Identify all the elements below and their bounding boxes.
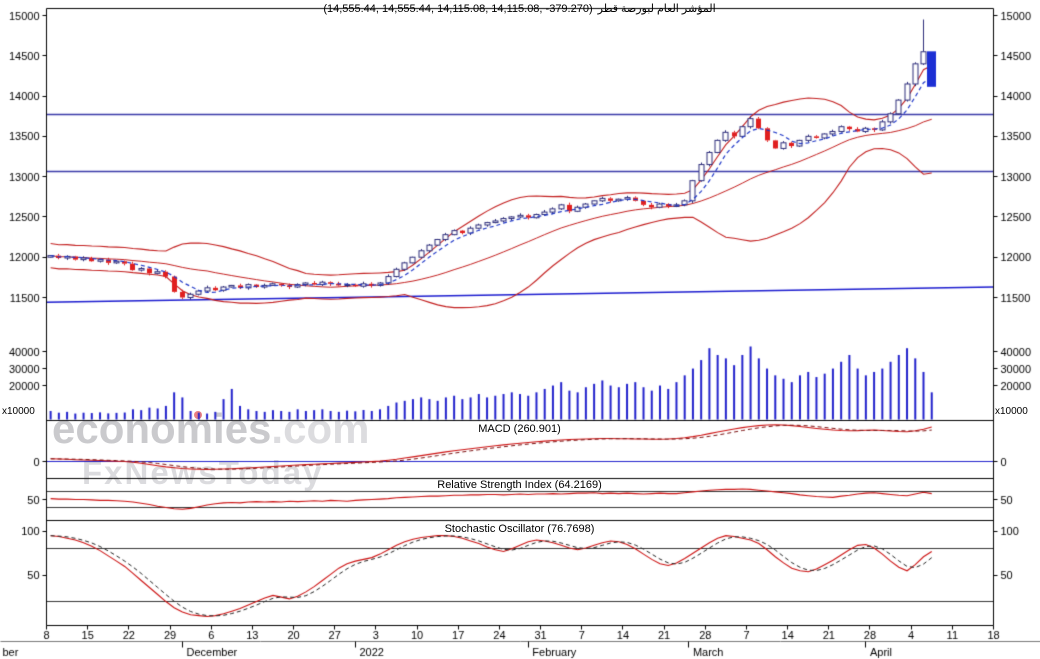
chart-root: economies.com FxNewsToday (14,555.44, 14… <box>0 0 1040 659</box>
price-chart-canvas <box>0 0 1040 659</box>
